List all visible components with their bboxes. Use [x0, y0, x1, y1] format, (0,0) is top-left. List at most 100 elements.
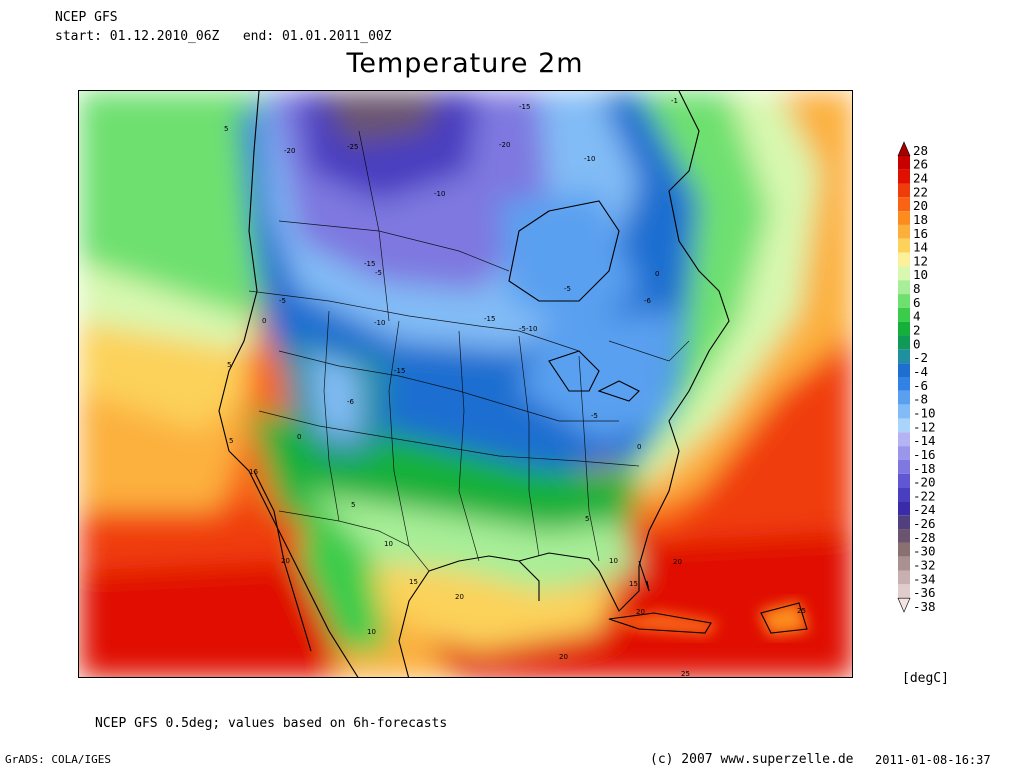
grads-credit: GrADS: COLA/IGES: [5, 753, 111, 766]
contour-label: -10: [434, 190, 445, 198]
colorbar-swatch: [898, 542, 910, 557]
map-canvas: -20 -25 -20 -15 -10 -15 -15 -10 -5 -5 -1…: [79, 91, 852, 678]
colorbar-swatch: [897, 141, 911, 157]
period-label: start: 01.12.2010_06Z end: 01.01.2011_00…: [55, 29, 392, 44]
footer-note: NCEP GFS 0.5deg; values based on 6h-fore…: [95, 716, 448, 731]
colorbar-tick-label: -12: [913, 419, 936, 434]
contour-label: -5-10: [519, 325, 537, 333]
colorbar-swatch: [898, 307, 910, 322]
colorbar-swatch: [898, 556, 910, 571]
colorbar-swatch: [898, 459, 910, 474]
colorbar-swatch: [898, 363, 910, 377]
colorbar-tick-label: 24: [913, 170, 928, 185]
contour-label: 15: [409, 578, 418, 586]
colorbar-swatch: [898, 155, 910, 170]
contour-label: 0: [297, 433, 301, 441]
colorbar-swatch: [898, 377, 910, 391]
colorbar-swatch: [898, 487, 910, 502]
temperature-field: [79, 91, 852, 677]
borders: [248, 130, 690, 572]
colorbar-tick-label: 22: [913, 184, 928, 199]
contour-labels: -20 -25 -20 -15 -10 -15 -15 -10 -5 -5 -1…: [224, 97, 806, 678]
copyright: (c) 2007 www.superzelle.de: [650, 752, 854, 767]
colorbar-tick-label: 18: [913, 212, 928, 227]
colorbar-swatch: [897, 597, 911, 613]
contour-label: -5: [564, 285, 571, 293]
contour-label: -25: [347, 143, 358, 151]
colorbar-tick-label: -30: [913, 544, 936, 559]
contour-label: 10: [609, 557, 618, 565]
colorbar-swatch: [898, 224, 910, 239]
colorbar-tick-label: -28: [913, 530, 936, 545]
colorbar-tick-label: -32: [913, 558, 936, 573]
colorbar-tick-label: -24: [913, 502, 936, 517]
colorbar-tick-label: -2: [913, 350, 928, 365]
contour-label: -20: [499, 141, 510, 149]
contour-label: 0: [637, 443, 641, 451]
colorbar-swatch: [898, 529, 910, 543]
contour-label: 10: [384, 540, 393, 548]
colorbar-swatch: [898, 570, 910, 585]
colorbar-swatch: [898, 280, 910, 295]
colorbar-swatch: [898, 390, 910, 405]
colorbar-swatch: [898, 335, 910, 350]
colorbar-tick-label: 26: [913, 157, 928, 172]
temperature-map: -20 -25 -20 -15 -10 -15 -15 -10 -5 -5 -1…: [78, 90, 853, 678]
contour-label: 0: [262, 317, 266, 325]
colorbar-tick-label: -6: [913, 378, 928, 393]
contour-label: 10: [367, 628, 376, 636]
colorbar-tick-label: -22: [913, 488, 936, 503]
colorbar-tick-label: -8: [913, 392, 928, 407]
colorbar-tick-label: 16: [913, 226, 928, 241]
contour-label: -10: [374, 319, 385, 327]
contour-label: 5: [227, 361, 231, 369]
colorbar-swatch: [898, 418, 910, 433]
coastlines: [218, 91, 808, 677]
colorbar-tick-label: 28: [913, 143, 928, 158]
colorbar-swatch: [898, 432, 910, 447]
contour-label: 20: [455, 593, 464, 601]
colorbar-tick-label: 14: [913, 240, 928, 255]
contour-label: 25: [797, 607, 806, 615]
colorbar: 2826242220181614121086420-2-4-6-8-10-12-…: [897, 141, 936, 614]
colorbar-tick-label: -38: [913, 599, 936, 614]
contour-label: -10: [584, 155, 595, 163]
colorbar-tick-label: -18: [913, 461, 936, 476]
contour-label: -15: [484, 315, 495, 323]
colorbar-tick-label: 6: [913, 295, 921, 310]
contour-label: 5: [585, 515, 589, 523]
colorbar-tick-label: 0: [913, 336, 921, 351]
colorbar-swatch: [898, 197, 910, 212]
colorbar-swatch: [898, 515, 910, 530]
colorbar-tick-label: -14: [913, 433, 936, 448]
colorbar-swatch: [898, 169, 910, 184]
contour-label: -6: [644, 297, 652, 305]
colorbar-swatch: [898, 446, 910, 460]
contour-label: 5: [224, 125, 228, 133]
contour-label: -15: [394, 367, 405, 375]
colorbar-tick-label: -34: [913, 571, 936, 586]
colorbar-tick-label: -4: [913, 364, 928, 379]
colorbar-swatch: [898, 321, 910, 336]
unit-label: [degC]: [902, 671, 949, 686]
colorbar-tick-label: 2: [913, 323, 921, 338]
colorbar-swatch: [898, 183, 910, 198]
colorbar-tick-label: 20: [913, 198, 928, 213]
contour-label: -5: [279, 297, 286, 305]
contour-label: 15: [629, 580, 638, 588]
contour-label: -15: [519, 103, 530, 111]
colorbar-swatch: [898, 584, 910, 599]
caribbean-islands: [609, 601, 809, 636]
colorbar-tick-label: 8: [913, 281, 921, 296]
colorbar-swatch: [898, 266, 910, 281]
contour-label: -15: [364, 260, 375, 268]
timestamp: 2011-01-08-16:37: [875, 753, 991, 767]
contour-label: 25: [681, 670, 690, 678]
contour-label: 20: [636, 608, 645, 616]
contour-label: 16: [249, 468, 258, 476]
colorbar-tick-label: 10: [913, 267, 928, 282]
colorbar-swatch: [898, 404, 910, 419]
contour-label: 0: [655, 270, 659, 278]
colorbar-swatch: [898, 252, 910, 267]
